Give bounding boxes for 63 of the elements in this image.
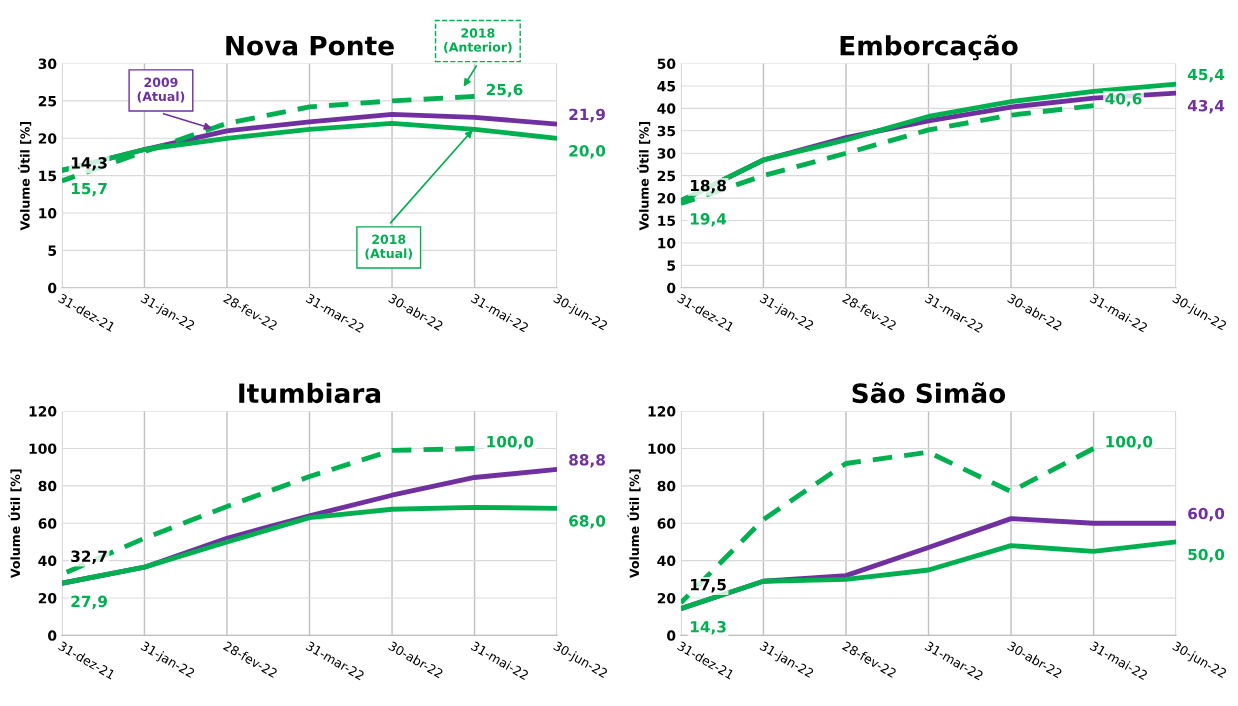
y-axis-title: Volume Útil [%] <box>627 469 641 579</box>
data-label: 32,7 <box>71 550 107 565</box>
y-tick-label: 10 <box>39 208 57 219</box>
text: 2018 (Atual) <box>365 234 412 260</box>
y-tick-label: 0 <box>48 630 57 641</box>
data-label: 15,7 <box>71 182 107 197</box>
y-tick-label: 20 <box>657 193 676 204</box>
chart-title: São Simão <box>852 382 1006 404</box>
y-tick-label: 35 <box>657 125 676 137</box>
data-label: 19,4 <box>690 213 727 227</box>
data-label: 25,6 <box>486 83 523 98</box>
y-tick-label: 0 <box>48 282 57 294</box>
data-label: 88,8 <box>569 453 605 468</box>
y-axis-title: Volume Útil [%] <box>636 121 651 231</box>
y-tick-label: 10 <box>658 237 676 249</box>
y-tick-label: 100 <box>29 443 57 454</box>
data-label: 45,4 <box>1187 68 1225 83</box>
y-tick-label: 5 <box>48 245 57 256</box>
data-label: 27,9 <box>71 595 107 610</box>
data-label: 14,3 <box>690 621 726 635</box>
y-tick-label: 40 <box>657 555 676 567</box>
y-axis-title: Volume Útil [%] <box>8 469 22 579</box>
data-label: 40,6 <box>1105 93 1142 107</box>
data-label: 100,0 <box>487 435 534 450</box>
y-tick-label: 20 <box>38 133 57 144</box>
data-label: 17,5 <box>690 579 726 593</box>
data-label: 21,9 <box>569 108 605 123</box>
y-tick-label: 15 <box>658 215 676 226</box>
y-tick-label: 40 <box>657 103 676 114</box>
y-axis-title: Volume Útil [%] <box>17 121 32 231</box>
y-tick-label: 30 <box>38 58 57 70</box>
y-tick-label: 120 <box>648 406 676 417</box>
y-tick-label: 25 <box>657 170 676 182</box>
chart-title: Itumbiara <box>239 382 381 404</box>
data-label: 100,0 <box>1106 435 1153 450</box>
data-label: 60,0 <box>1188 507 1225 522</box>
y-tick-label: 40 <box>38 555 57 567</box>
y-tick-label: 60 <box>38 518 57 529</box>
chart-title: Nova Ponte <box>226 35 394 56</box>
y-tick-label: 50 <box>657 58 676 70</box>
y-tick-label: 45 <box>657 81 676 92</box>
y-tick-label: 120 <box>29 406 57 417</box>
y-tick-label: 30 <box>657 148 676 159</box>
y-tick-label: 80 <box>657 480 676 492</box>
data-label: 43,4 <box>1187 99 1225 114</box>
y-tick-label: 15 <box>39 170 57 182</box>
y-tick-label: 0 <box>667 630 676 641</box>
y-tick-label: 100 <box>648 443 676 454</box>
text: 2018 (Anterior) <box>444 28 512 54</box>
data-label: 20,0 <box>569 145 606 159</box>
y-tick-label: 20 <box>38 592 57 604</box>
y-tick-label: 20 <box>657 592 676 604</box>
data-label: 18,8 <box>690 179 726 194</box>
y-tick-label: 60 <box>657 518 676 529</box>
y-tick-label: 5 <box>667 260 676 271</box>
text: 2009 (Atual) <box>137 77 185 103</box>
y-tick-label: 0 <box>667 282 676 294</box>
data-label: 14,3 <box>71 157 107 171</box>
data-label: 50,0 <box>1188 548 1225 563</box>
y-tick-label: 80 <box>38 480 57 492</box>
y-tick-label: 25 <box>38 95 57 107</box>
chart-title: Emborcação <box>840 34 1018 61</box>
data-label: 68,0 <box>569 515 606 529</box>
